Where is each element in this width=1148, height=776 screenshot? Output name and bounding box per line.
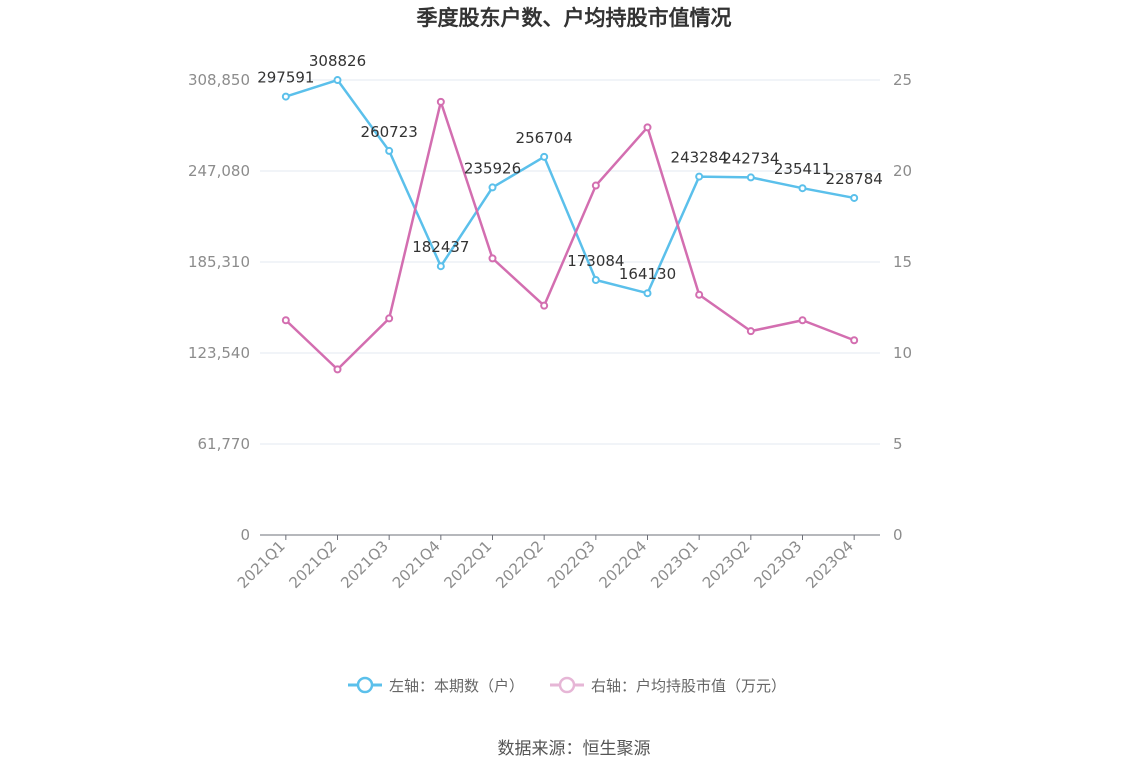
data-point-right[interactable]: [746, 327, 755, 336]
chart-title: 季度股东户数、户均持股市值情况: [417, 6, 732, 30]
data-point-left[interactable]: [281, 92, 290, 101]
data-point-left[interactable]: [746, 173, 755, 182]
y-left-tick-label: 247,080: [188, 162, 250, 180]
legend-marker: [356, 676, 374, 694]
source-note: 数据来源：恒生聚源: [498, 739, 651, 759]
y-right-tick-label: 10: [893, 344, 912, 362]
data-point-right[interactable]: [333, 365, 342, 374]
data-label: 260723: [361, 123, 418, 141]
data-point-right[interactable]: [850, 336, 859, 345]
series-layer: [281, 76, 859, 374]
y-right-tick-label: 0: [893, 526, 903, 544]
x-tick-label: 2022Q3: [544, 537, 599, 592]
data-label: 242734: [722, 149, 779, 167]
y-right-tick-label: 15: [893, 253, 912, 271]
x-tick-label: 2023Q1: [647, 537, 702, 592]
data-label: 182437: [412, 238, 469, 256]
y-right-tick-label: 20: [893, 162, 912, 180]
legend-item-right[interactable]: 右轴：户均持股市值（万元）: [550, 676, 786, 695]
data-point-left[interactable]: [643, 289, 652, 298]
data-label: 297591: [257, 69, 314, 87]
x-tick-label: 2023Q4: [802, 537, 857, 592]
y-left-tick-label: 308,850: [188, 71, 250, 89]
data-point-right[interactable]: [540, 301, 549, 310]
y-right-tick-label: 25: [893, 71, 912, 89]
legend-item-left[interactable]: 左轴：本期数（户）: [348, 676, 524, 695]
legend-marker: [558, 676, 576, 694]
data-point-left[interactable]: [591, 276, 600, 285]
y-left-tick-label: 185,310: [188, 253, 250, 271]
legend-label: 左轴：本期数（户）: [389, 677, 524, 695]
data-label: 164130: [619, 265, 676, 283]
y-left-tick-label: 0: [240, 526, 250, 544]
data-point-left[interactable]: [385, 146, 394, 155]
y-right-tick-label: 5: [893, 435, 903, 453]
data-point-right[interactable]: [281, 316, 290, 325]
data-point-right[interactable]: [436, 97, 445, 106]
x-tick-label: 2023Q3: [751, 537, 806, 592]
series-line-right: [284, 100, 855, 371]
y-left-tick-label: 123,540: [188, 344, 250, 362]
data-point-left[interactable]: [436, 262, 445, 271]
x-tick-label: 2021Q3: [337, 537, 392, 592]
x-tick-label: 2023Q2: [699, 537, 754, 592]
data-point-right[interactable]: [643, 123, 652, 132]
data-label: 243284: [671, 149, 728, 167]
legend[interactable]: 左轴：本期数（户） 右轴：户均持股市值（万元）: [348, 676, 786, 695]
series-line-left: [285, 78, 855, 295]
data-point-right[interactable]: [591, 181, 600, 190]
data-point-right[interactable]: [385, 314, 394, 323]
x-tick-label: 2021Q2: [286, 537, 341, 592]
x-tick-label: 2021Q4: [389, 537, 444, 592]
data-point-right[interactable]: [798, 316, 807, 325]
grid-lines: [260, 79, 880, 445]
data-point-left[interactable]: [540, 152, 549, 161]
x-tick-label: 2022Q2: [492, 537, 547, 592]
data-point-left[interactable]: [695, 172, 704, 181]
data-label: 173084: [567, 252, 624, 270]
x-tick-label: 2022Q1: [441, 537, 496, 592]
data-label: 308826: [309, 52, 366, 70]
x-tick-label: 2021Q1: [234, 537, 289, 592]
data-point-left[interactable]: [333, 76, 342, 85]
data-label: 235926: [464, 159, 521, 177]
data-label: 235411: [774, 160, 831, 178]
x-tick-label: 2022Q4: [596, 537, 651, 592]
data-point-left[interactable]: [850, 193, 859, 202]
data-point-right[interactable]: [488, 254, 497, 263]
data-label: 256704: [516, 129, 573, 147]
data-point-left[interactable]: [488, 183, 497, 192]
data-point-left[interactable]: [798, 184, 807, 193]
y-left-tick-label: 61,770: [198, 435, 251, 453]
data-label: 228784: [826, 170, 883, 188]
legend-label: 右轴：户均持股市值（万元）: [591, 677, 786, 695]
data-point-right[interactable]: [695, 290, 704, 299]
